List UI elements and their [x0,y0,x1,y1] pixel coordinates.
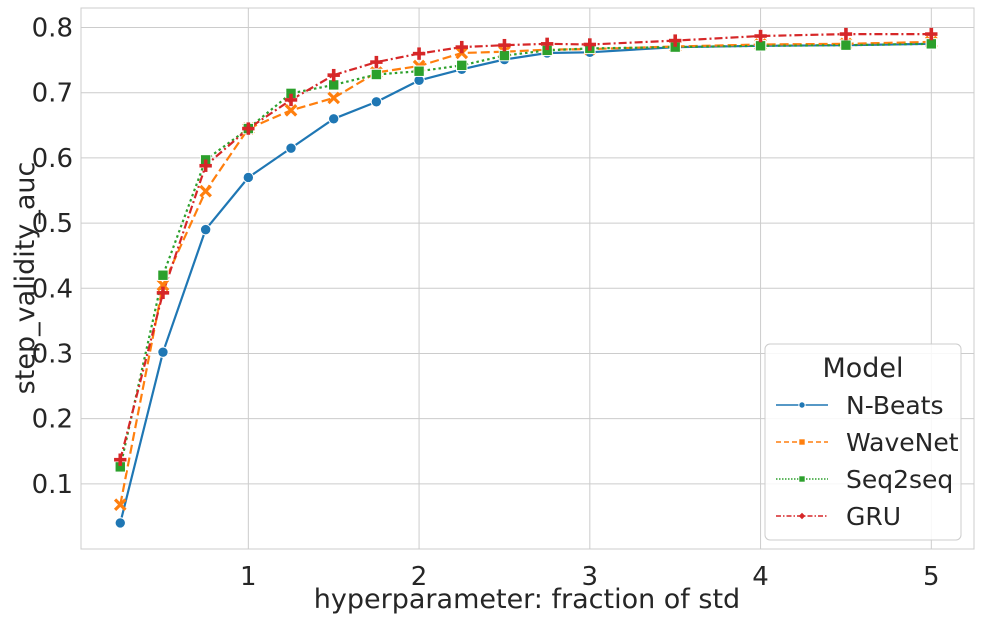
data-point-seq2seq [370,68,383,81]
data-point-gru [498,38,511,52]
legend-label-seq2seq: Seq2seq [846,465,953,494]
x-tick-label: 1 [240,562,257,592]
data-point-n-beats [199,223,212,236]
data-point-n-beats [157,346,169,358]
legend-label-n-beats: N-Beats [846,391,944,420]
y-tick-label: 0.3 [32,339,73,369]
legend-marker-n-beats [798,401,806,409]
data-point-n-beats [114,517,126,529]
series-lines [119,32,932,524]
data-point-seq2seq [498,49,511,62]
legend-items: N-Beats WaveNet Seq2seq GRU [776,391,959,531]
data-point-wavenet [113,498,127,512]
data-point-wavenet [284,104,298,117]
data-point-gru [583,38,597,51]
data-point-gru [412,47,426,60]
x-tick-label: 4 [752,562,769,592]
y-tick-label: 0.8 [32,14,73,44]
data-point-wavenet [156,278,170,292]
legend-marker-wavenet [798,438,806,446]
y-tick-label: 0.4 [32,274,73,304]
data-point-gru [242,122,255,135]
series-line-seq2seq [119,42,932,468]
y-tick-label: 0.6 [32,144,73,174]
legend-item-seq2seq: Seq2seq [776,465,953,494]
data-point-gru [284,93,298,107]
data-point-gru [839,27,853,41]
data-point-gru [540,37,554,51]
legend-item-gru: GRU [776,502,901,531]
data-point-gru [925,27,938,41]
data-point-wavenet [199,184,212,198]
data-point-gru [455,40,468,54]
y-tick-label: 0.5 [32,209,73,239]
data-point-seq2seq [413,65,425,77]
data-point-gru [199,159,212,172]
x-axis-label: hyperparameter: fraction of std [314,584,740,615]
y-tick-label: 0.7 [32,79,73,109]
data-point-n-beats [285,142,297,154]
plot-frame [80,7,975,550]
legend-item-wavenet: WaveNet [776,428,959,457]
x-tick-label: 5 [923,562,940,592]
legend-title: Model [822,353,903,384]
data-point-seq2seq [840,39,852,51]
data-point-gru [327,68,340,82]
series-markers [113,27,938,529]
x-tick-label: 3 [582,562,599,592]
legend-marker-gru [798,512,806,520]
data-point-seq2seq [456,59,468,72]
data-point-n-beats [328,113,340,125]
y-axis-label: step_validity_auc [10,162,41,395]
series-line-gru [119,32,932,460]
data-point-n-beats [370,96,383,108]
x-tick-label: 2 [411,562,428,592]
data-point-n-beats [242,171,255,184]
data-point-seq2seq [157,269,169,281]
legend-label-wavenet: WaveNet [846,428,959,457]
legend: Model N-Beats WaveNet Seq2seq GRU [764,343,962,541]
y-tick-label: 0.2 [32,405,73,435]
data-point-wavenet [327,91,341,105]
legend-marker-seq2seq [798,475,806,483]
data-point-gru [754,29,767,43]
data-point-gru [156,286,170,300]
legend-item-n-beats: N-Beats [776,391,944,420]
y-tick-label: 0.1 [32,470,73,500]
tick-labels: 1 2 3 4 5 0.1 0.2 0.3 0.4 0.5 0.6 0.7 0.8 [32,14,940,592]
data-point-gru [370,55,383,69]
data-point-gru [668,34,682,47]
data-point-gru [114,453,127,466]
legend-box [764,343,962,541]
legend-label-gru: GRU [846,502,901,531]
